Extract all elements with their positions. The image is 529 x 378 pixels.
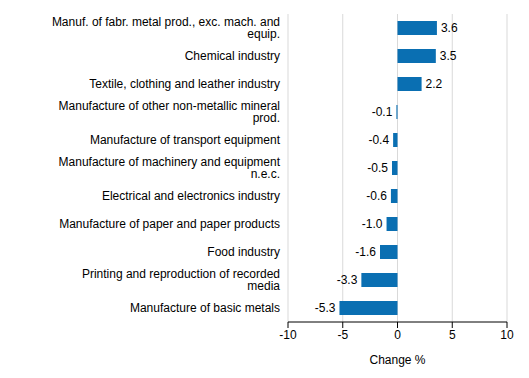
svg-text:5: 5 xyxy=(449,328,456,342)
svg-text:Electrical and electronics ind: Electrical and electronics industry xyxy=(102,189,280,203)
svg-text:Food industry: Food industry xyxy=(207,245,280,259)
svg-text:Chemical industry: Chemical industry xyxy=(185,49,280,63)
svg-text:10: 10 xyxy=(500,328,514,342)
svg-text:-10: -10 xyxy=(279,328,297,342)
svg-text:-5: -5 xyxy=(337,328,348,342)
svg-text:Manuf. of fabr. metal prod., e: Manuf. of fabr. metal prod., exc. mach. … xyxy=(52,15,280,41)
svg-text:-1.0: -1.0 xyxy=(362,217,383,231)
svg-text:3.5: 3.5 xyxy=(440,49,457,63)
svg-text:Change %: Change % xyxy=(369,353,425,367)
svg-text:Manufacture of basic metals: Manufacture of basic metals xyxy=(130,301,280,315)
svg-text:-0.6: -0.6 xyxy=(366,189,387,203)
svg-text:2.2: 2.2 xyxy=(426,77,443,91)
svg-text:-5.3: -5.3 xyxy=(315,301,336,315)
svg-text:-0.4: -0.4 xyxy=(368,133,389,147)
svg-text:-3.3: -3.3 xyxy=(337,273,358,287)
svg-text:-0.5: -0.5 xyxy=(367,161,388,175)
svg-text:Manufacture of machinery and e: Manufacture of machinery and equipmentn.… xyxy=(59,155,281,181)
svg-text:3.6: 3.6 xyxy=(441,21,458,35)
svg-text:-0.1: -0.1 xyxy=(372,105,393,119)
svg-text:0: 0 xyxy=(394,328,401,342)
svg-text:Manufacture of other non-metal: Manufacture of other non-metallic minera… xyxy=(59,99,280,125)
svg-text:-1.6: -1.6 xyxy=(355,245,376,259)
svg-text:Textile, clothing and leather: Textile, clothing and leather industry xyxy=(89,77,280,91)
svg-text:Manufacture of paper and paper: Manufacture of paper and paper products xyxy=(59,217,280,231)
svg-text:Manufacture of transport equip: Manufacture of transport equipment xyxy=(90,133,281,147)
svg-text:Printing and reproduction of r: Printing and reproduction of recordedmed… xyxy=(82,267,280,293)
